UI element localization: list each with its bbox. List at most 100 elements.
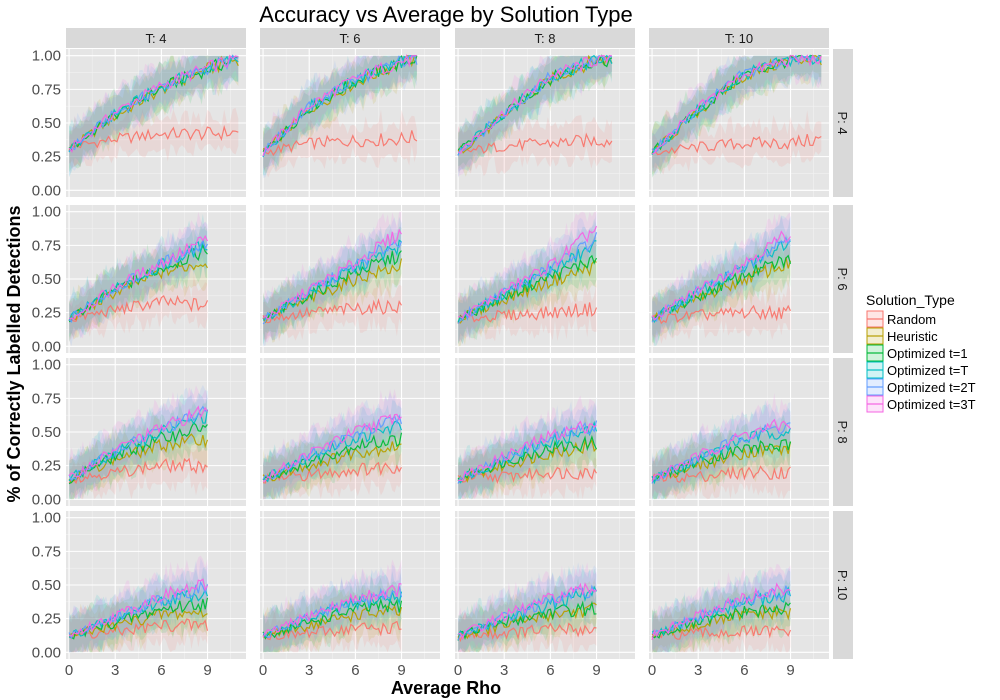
x-tick-label: 9 — [786, 662, 794, 679]
series-line — [68, 239, 209, 323]
x-tick-label: 6 — [157, 662, 165, 679]
series-line — [457, 600, 597, 641]
legend-label: Heuristic — [887, 329, 938, 344]
y-tick-label: 0.75 — [32, 81, 61, 98]
series-line — [457, 259, 597, 324]
y-tick-label: 0.75 — [32, 237, 61, 254]
line-layer — [457, 420, 598, 484]
panel-grid: T: 4 T: 6 T: 8 T: 10 P: 4 P: 6 P: 8 P: 10 0.00 0.… — [32, 28, 853, 679]
panel — [455, 205, 635, 353]
series-line — [651, 601, 791, 639]
panel — [649, 511, 829, 659]
series-line — [651, 304, 792, 325]
series-line — [262, 55, 417, 158]
ribbon — [263, 439, 402, 500]
legend-label: Optimized t=1 — [887, 346, 968, 361]
line-layer — [68, 578, 209, 640]
series-line — [458, 132, 613, 154]
ribbon — [652, 604, 791, 653]
series-line — [651, 465, 791, 483]
y-tick-label: 0.00 — [32, 182, 61, 199]
row-strip — [833, 205, 853, 353]
ribbon — [263, 598, 402, 653]
panel — [260, 205, 440, 353]
series-line — [457, 585, 598, 636]
x-tick-label: 0 — [454, 662, 462, 679]
col-strip-label: T: 10 — [725, 31, 753, 46]
y-tick-label: 0.00 — [32, 338, 61, 355]
panel — [649, 358, 829, 506]
ribbon-layer — [263, 55, 417, 178]
ribbon — [69, 211, 208, 340]
ribbon — [458, 395, 597, 500]
x-tick-label: 6 — [351, 662, 359, 679]
series-line — [651, 624, 792, 640]
row-strip-label: P: 10 — [835, 570, 850, 600]
legend-label: Optimized t=2T — [887, 380, 976, 395]
y-tick-label: 0.50 — [32, 424, 61, 441]
legend-label: Random — [887, 312, 936, 327]
ribbon-layer — [458, 55, 612, 178]
legend-label: Optimized t=T — [887, 363, 968, 378]
chart-title: Accuracy vs Average by Solution Type — [259, 2, 632, 27]
col-strip-label: T: 6 — [340, 31, 361, 46]
series-line — [68, 54, 239, 153]
y-tick-label: 0.50 — [32, 577, 61, 594]
y-tick-label: 0.50 — [32, 115, 61, 132]
panel — [649, 49, 829, 197]
x-tick-label: 3 — [500, 662, 508, 679]
line-layer — [68, 54, 239, 153]
ribbon — [458, 55, 612, 177]
x-axis-label: Average Rho — [391, 678, 501, 698]
legend: Solution_Type Random Heuristic Optimized t=… — [866, 292, 976, 413]
series-line — [652, 585, 791, 635]
series-line — [68, 607, 208, 637]
line-layer — [262, 413, 403, 484]
ribbon — [458, 115, 612, 177]
line-layer — [68, 234, 209, 323]
ribbon — [263, 109, 417, 178]
y-tick-label: 0.00 — [32, 644, 61, 661]
x-tick-label: 3 — [694, 662, 702, 679]
line-layer — [262, 228, 403, 325]
panel — [455, 511, 635, 659]
line-layer — [457, 54, 613, 156]
line-layer — [262, 583, 403, 641]
col-strip — [455, 28, 635, 48]
series-line — [68, 578, 209, 637]
line-layer — [457, 225, 598, 324]
line-layer — [651, 582, 792, 641]
series-line — [262, 228, 403, 320]
series-line — [457, 438, 597, 483]
y-tick-label: 0.25 — [32, 305, 61, 322]
panel — [260, 358, 440, 506]
panel — [66, 358, 246, 506]
ribbon — [263, 55, 417, 177]
series-line — [262, 54, 418, 157]
line-layer — [68, 405, 209, 485]
col-strip-label: T: 4 — [146, 31, 167, 46]
series-line — [262, 53, 417, 157]
x-tick-label: 3 — [111, 662, 119, 679]
legend-title: Solution_Type — [866, 292, 955, 308]
x-tick-label: 0 — [648, 662, 656, 679]
ribbon — [263, 217, 402, 347]
series-line — [262, 298, 403, 324]
series-line — [69, 234, 209, 321]
ribbon — [458, 55, 612, 178]
row-strip-label: P: 8 — [835, 420, 850, 443]
ribbon — [69, 55, 239, 178]
series-line — [262, 583, 402, 638]
ribbon — [263, 55, 417, 171]
x-tick-label: 3 — [305, 662, 313, 679]
row-strip-label: P: 4 — [835, 111, 850, 134]
y-tick-label: 0.00 — [32, 491, 61, 508]
line-layer — [651, 230, 792, 325]
panel — [260, 49, 440, 197]
ribbon — [458, 283, 597, 345]
series-line — [262, 586, 403, 639]
series-line — [651, 254, 792, 321]
series-line — [68, 54, 239, 152]
series-line — [68, 55, 239, 153]
